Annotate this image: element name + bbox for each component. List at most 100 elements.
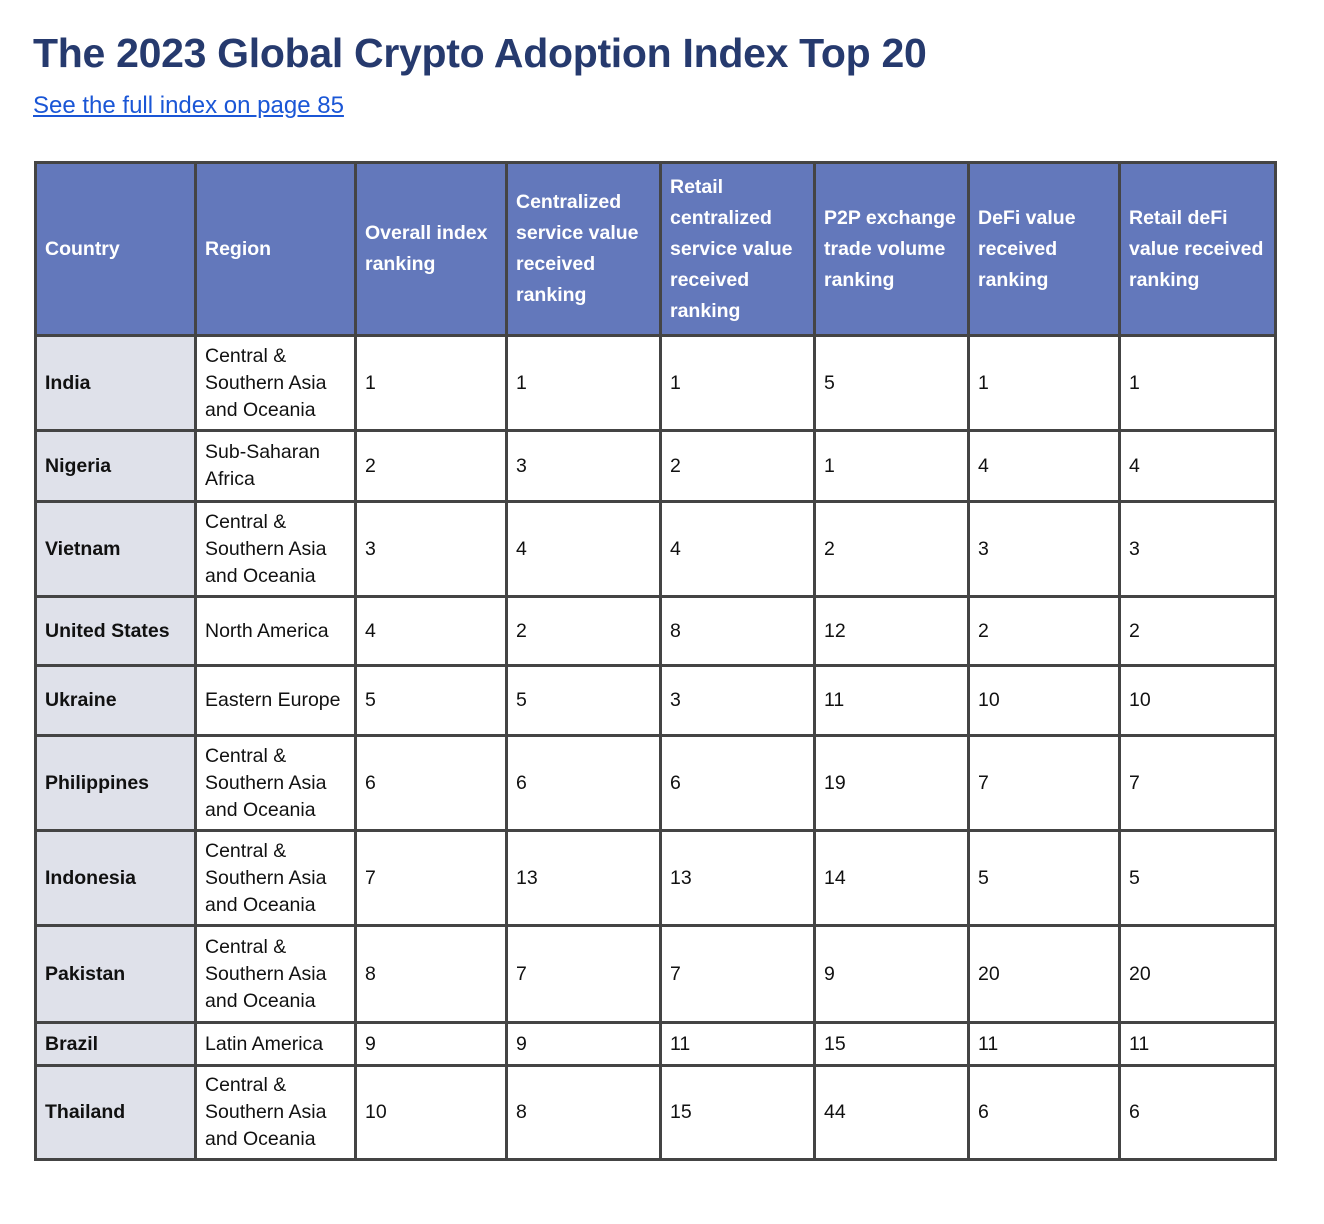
ranking-cell: 15 <box>659 1064 816 1161</box>
ranking-cell: 10 <box>1118 664 1277 737</box>
table-row: Thailand Central & Southern Asia and Ocea… <box>34 1064 1277 1161</box>
ranking-cell: 5 <box>354 664 508 737</box>
ranking-cell: 4 <box>354 595 508 667</box>
column-header: Centralized service value received ranki… <box>505 161 662 337</box>
ranking-cell: 11 <box>967 1021 1121 1067</box>
ranking-cell: 6 <box>659 734 816 832</box>
table-header-row: Country Region Overall index ranking Centra… <box>34 161 1277 337</box>
ranking-cell: 3 <box>967 500 1121 598</box>
ranking-cell: 20 <box>967 924 1121 1024</box>
ranking-cell: 5 <box>505 664 662 737</box>
region-cell: Central & Southern Asia and Oceania <box>194 734 357 832</box>
ranking-cell: 7 <box>505 924 662 1024</box>
region-cell: North America <box>194 595 357 667</box>
region-cell: Central & Southern Asia and Oceania <box>194 500 357 598</box>
table-row: Nigeria Sub-Saharan Africa 2 3 2 1 4 4 <box>34 429 1277 503</box>
table-row: United States North America 4 2 8 12 2 2 <box>34 595 1277 667</box>
column-header: Region <box>194 161 357 337</box>
ranking-cell: 5 <box>1118 829 1277 927</box>
ranking-cell: 3 <box>1118 500 1277 598</box>
adoption-index-table: Country Region Overall index ranking Centra… <box>34 161 1277 1161</box>
country-cell: Ukraine <box>34 664 197 737</box>
country-cell: Vietnam <box>34 500 197 598</box>
ranking-cell: 9 <box>505 1021 662 1067</box>
country-cell: United States <box>34 595 197 667</box>
region-cell: Eastern Europe <box>194 664 357 737</box>
ranking-cell: 8 <box>354 924 508 1024</box>
country-cell: Philippines <box>34 734 197 832</box>
ranking-cell: 6 <box>505 734 662 832</box>
column-header: P2P exchange trade volume ranking <box>813 161 970 337</box>
column-header: DeFi value received ranking <box>967 161 1121 337</box>
ranking-cell: 1 <box>354 334 508 432</box>
table-row: India Central & Southern Asia and Oceania… <box>34 334 1277 432</box>
column-header: Overall index ranking <box>354 161 508 337</box>
ranking-cell: 9 <box>813 924 970 1024</box>
table-row: Pakistan Central & Southern Asia and Ocea… <box>34 924 1277 1024</box>
ranking-cell: 1 <box>505 334 662 432</box>
ranking-cell: 6 <box>967 1064 1121 1161</box>
ranking-cell: 11 <box>813 664 970 737</box>
ranking-cell: 2 <box>505 595 662 667</box>
ranking-cell: 20 <box>1118 924 1277 1024</box>
ranking-cell: 2 <box>659 429 816 503</box>
country-cell: Indonesia <box>34 829 197 927</box>
region-cell: Sub-Saharan Africa <box>194 429 357 503</box>
ranking-cell: 2 <box>354 429 508 503</box>
table-row: Vietnam Central & Southern Asia and Ocean… <box>34 500 1277 598</box>
table-row: Philippines Central & Southern Asia and O… <box>34 734 1277 832</box>
table-row: Brazil Latin America 9 9 11 15 11 11 <box>34 1021 1277 1067</box>
country-cell: Nigeria <box>34 429 197 503</box>
ranking-cell: 8 <box>659 595 816 667</box>
ranking-cell: 44 <box>813 1064 970 1161</box>
ranking-cell: 1 <box>967 334 1121 432</box>
country-cell: India <box>34 334 197 432</box>
table-row: Indonesia Central & Southern Asia and Oce… <box>34 829 1277 927</box>
ranking-cell: 1 <box>659 334 816 432</box>
region-cell: Central & Southern Asia and Oceania <box>194 829 357 927</box>
ranking-cell: 8 <box>505 1064 662 1161</box>
ranking-cell: 12 <box>813 595 970 667</box>
table-row: Ukraine Eastern Europe 5 5 3 11 10 10 <box>34 664 1277 737</box>
page-title: The 2023 Global Crypto Adoption Index To… <box>33 30 927 76</box>
ranking-cell: 11 <box>659 1021 816 1067</box>
country-cell: Pakistan <box>34 924 197 1024</box>
ranking-cell: 5 <box>967 829 1121 927</box>
ranking-cell: 5 <box>813 334 970 432</box>
ranking-cell: 4 <box>659 500 816 598</box>
ranking-cell: 10 <box>354 1064 508 1161</box>
ranking-cell: 9 <box>354 1021 508 1067</box>
ranking-cell: 6 <box>354 734 508 832</box>
ranking-cell: 13 <box>505 829 662 927</box>
ranking-cell: 1 <box>1118 334 1277 432</box>
ranking-cell: 4 <box>505 500 662 598</box>
ranking-cell: 3 <box>659 664 816 737</box>
ranking-cell: 4 <box>967 429 1121 503</box>
ranking-cell: 7 <box>1118 734 1277 832</box>
region-cell: Central & Southern Asia and Oceania <box>194 924 357 1024</box>
region-cell: Central & Southern Asia and Oceania <box>194 1064 357 1161</box>
ranking-cell: 4 <box>1118 429 1277 503</box>
ranking-cell: 1 <box>813 429 970 503</box>
ranking-cell: 2 <box>1118 595 1277 667</box>
ranking-cell: 7 <box>659 924 816 1024</box>
ranking-cell: 7 <box>967 734 1121 832</box>
ranking-cell: 15 <box>813 1021 970 1067</box>
ranking-cell: 11 <box>1118 1021 1277 1067</box>
ranking-cell: 6 <box>1118 1064 1277 1161</box>
ranking-cell: 2 <box>813 500 970 598</box>
ranking-cell: 2 <box>967 595 1121 667</box>
ranking-cell: 7 <box>354 829 508 927</box>
region-cell: Central & Southern Asia and Oceania <box>194 334 357 432</box>
country-cell: Thailand <box>34 1064 197 1161</box>
ranking-cell: 13 <box>659 829 816 927</box>
region-cell: Latin America <box>194 1021 357 1067</box>
ranking-cell: 3 <box>505 429 662 503</box>
column-header: Retail centralized service value receive… <box>659 161 816 337</box>
column-header: Retail deFi value received ranking <box>1118 161 1277 337</box>
ranking-cell: 19 <box>813 734 970 832</box>
ranking-cell: 14 <box>813 829 970 927</box>
ranking-cell: 3 <box>354 500 508 598</box>
full-index-link[interactable]: See the full index on page 85 <box>33 92 344 119</box>
country-cell: Brazil <box>34 1021 197 1067</box>
